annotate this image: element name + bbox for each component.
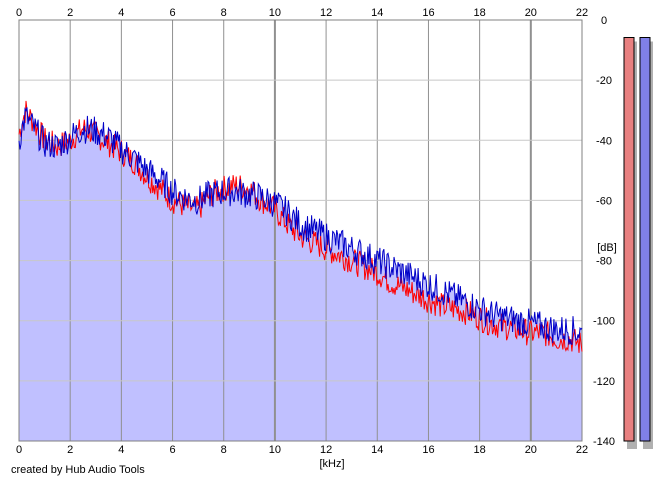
x-tick-label-top: 8 [221, 7, 227, 19]
level-meters [623, 37, 653, 449]
x-tick-label-bottom: 0 [16, 444, 22, 456]
x-tick-label-bottom: 14 [371, 444, 383, 456]
x-tick-label-top: 14 [371, 7, 383, 19]
x-tick-label-bottom: 22 [576, 444, 588, 456]
x-tick-label-top: 6 [169, 7, 175, 19]
y-tick-labels: 0 -20 -40 -60 -80 -100 -120 -140 [593, 15, 615, 448]
x-tick-label-top: 20 [525, 7, 537, 19]
y-tick-label: 0 [601, 15, 607, 27]
y-tick-label: -100 [593, 316, 615, 328]
x-tick-label-bottom: 20 [525, 444, 537, 456]
x-tick-label-top: 0 [16, 7, 22, 19]
x-axis-label: [kHz] [319, 458, 344, 470]
x-tick-label-top: 16 [422, 7, 434, 19]
x-tick-label-top: 10 [269, 7, 281, 19]
y-tick-label: -140 [593, 436, 615, 448]
x-tick-label-bottom: 8 [221, 444, 227, 456]
y-tick-label: -120 [593, 376, 615, 388]
grid [18, 19, 583, 442]
plot-frame [18, 19, 583, 442]
x-tick-label-bottom: 4 [118, 444, 124, 456]
y-tick-label: -20 [596, 75, 612, 87]
x-tick-label-top: 18 [474, 7, 486, 19]
level-meter-bar [639, 37, 651, 442]
blue-channel-line [18, 107, 583, 345]
x-tick-label-top: 22 [576, 7, 588, 19]
level-meter-bar [623, 37, 635, 442]
series-lines [18, 100, 583, 353]
credit-text: created by Hub Audio Tools [11, 464, 145, 476]
x-tick-label-bottom: 6 [169, 444, 175, 456]
y-tick-label: -80 [596, 256, 612, 268]
top-x-tick-labels: 0 2 4 6 8 10 12 14 16 18 20 22 [16, 7, 588, 19]
x-tick-label-top: 2 [67, 7, 73, 19]
x-tick-label-top: 12 [320, 7, 332, 19]
x-tick-label-top: 4 [118, 7, 124, 19]
x-tick-label-bottom: 16 [422, 444, 434, 456]
y-tick-label: -40 [596, 135, 612, 147]
x-tick-label-bottom: 2 [67, 444, 73, 456]
x-tick-label-bottom: 12 [320, 444, 332, 456]
x-tick-label-bottom: 18 [474, 444, 486, 456]
bottom-x-tick-labels: 0 2 4 6 8 10 12 14 16 18 20 22 [16, 444, 588, 456]
y-tick-label: -60 [596, 195, 612, 207]
y-axis-label: [dB] [597, 242, 617, 254]
x-tick-label-bottom: 10 [269, 444, 281, 456]
